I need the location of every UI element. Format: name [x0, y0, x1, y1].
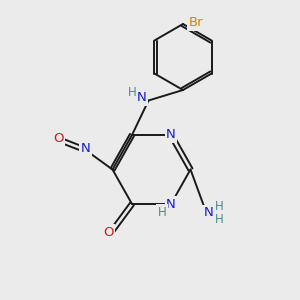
Text: N: N	[166, 197, 176, 211]
Text: N: N	[204, 206, 213, 220]
Text: H: H	[128, 86, 136, 99]
Text: N: N	[137, 91, 147, 104]
Text: H: H	[215, 213, 224, 226]
Text: H: H	[215, 200, 224, 213]
Text: H: H	[158, 206, 166, 219]
Text: N: N	[166, 128, 176, 142]
Text: N: N	[81, 142, 90, 155]
Text: O: O	[103, 226, 113, 239]
Text: Br: Br	[188, 16, 203, 29]
Text: O: O	[53, 131, 64, 145]
